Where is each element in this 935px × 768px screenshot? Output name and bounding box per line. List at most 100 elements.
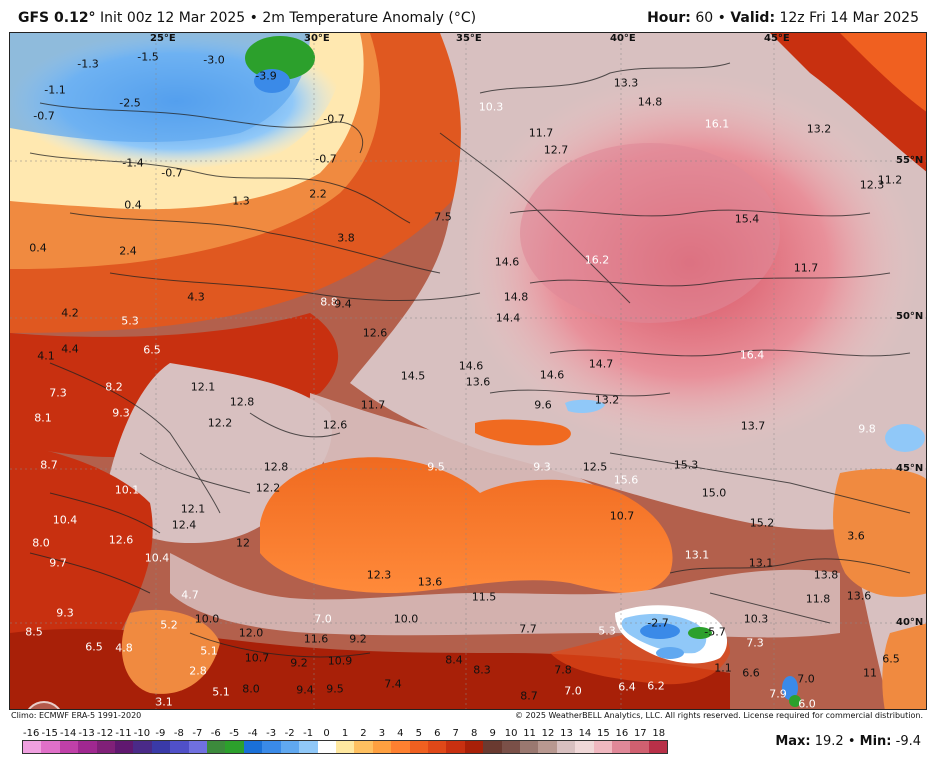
anomaly-value-label: 12.4 [171, 518, 197, 532]
anomaly-value-label: 8.8 [320, 295, 338, 309]
anomaly-value-label: 7.3 [746, 636, 764, 650]
anomaly-value-label: 4.7 [181, 588, 199, 602]
anomaly-value-label: 10.4 [144, 551, 170, 565]
lat-label-40n: 40°N [896, 617, 924, 628]
anomaly-value-label: 8.2 [105, 380, 123, 394]
colorbar-tick-label: 17 [633, 728, 647, 739]
anomaly-value-label: 3.1 [155, 695, 173, 709]
colorbar-swatch [501, 741, 520, 753]
colorbar-tick-label: 1 [341, 728, 349, 739]
colorbar-swatch [243, 741, 263, 753]
colorbar-tick-label: -8 [173, 728, 184, 739]
model-name: GFS 0.12° [18, 10, 96, 26]
anomaly-value-label: -5.7 [704, 625, 726, 639]
anomaly-value-label: 10.7 [244, 651, 270, 665]
anomaly-value-label: 0.4 [29, 241, 47, 255]
colorbar-swatch [391, 741, 410, 753]
colorbar-swatch [630, 741, 649, 753]
anomaly-value-label: 13.8 [813, 568, 839, 582]
anomaly-value-label: 9.5 [427, 460, 445, 474]
colorbar-swatch [372, 741, 392, 753]
anomaly-value-label: 10.3 [478, 100, 504, 114]
anomaly-value-label: 8.5 [25, 625, 43, 639]
colorbar-swatch [483, 741, 502, 753]
anomaly-value-label: 9.3 [112, 406, 130, 420]
lat-label-50n: 50°N [896, 311, 924, 322]
anomaly-value-label: 12.6 [362, 326, 388, 340]
anomaly-value-label: -1.5 [137, 50, 159, 64]
colorbar-tick-label: -7 [192, 728, 203, 739]
anomaly-value-label: -1.3 [77, 57, 99, 71]
anomaly-value-label: 0.4 [124, 198, 142, 212]
anomaly-value-label: 11.2 [877, 173, 903, 187]
colorbar-ticks: -16 -15 -14 -13 -12 -11 -10 -9 -8 -7 -6 -5 -4 -3 -2 -1 0… [22, 728, 668, 740]
anomaly-value-label: 13.3 [613, 76, 639, 90]
anomaly-value-label: 12.6 [322, 418, 348, 432]
colorbar-tick-label: 3 [378, 728, 386, 739]
lon-label-40e: 40°E [610, 33, 636, 44]
anomaly-value-label: 16.1 [704, 117, 730, 131]
anomaly-value-label: 13.2 [594, 393, 620, 407]
anomaly-value-label: 6.2 [647, 679, 665, 693]
anomaly-value-label: 6.5 [85, 640, 103, 654]
valid-time: Hour: 60 • Valid: 12z Fri 14 Mar 2025 [647, 10, 919, 26]
colorbar-swatch [280, 741, 300, 753]
colorbar-swatch [519, 741, 539, 753]
anomaly-value-label: -1.4 [122, 156, 144, 170]
anomaly-value-label: -0.7 [161, 166, 183, 180]
colorbar-tick-label: -1 [303, 728, 314, 739]
max-min-readout: Max: 19.2 • Min: -9.4 [775, 734, 921, 749]
anomaly-value-label: 14.8 [503, 290, 529, 304]
anomaly-value-label: 11.7 [793, 261, 819, 275]
anomaly-value-label: 16.4 [739, 348, 765, 362]
anomaly-value-label: 4.1 [37, 349, 55, 363]
colorbar-tick-label: -2 [284, 728, 295, 739]
anomaly-value-label: 6.4 [618, 680, 636, 694]
anomaly-value-label: -2.5 [119, 96, 141, 110]
anomaly-value-label: 8.4 [445, 653, 463, 667]
anomaly-value-label: 8.7 [40, 458, 58, 472]
anomaly-value-label: 13.7 [740, 419, 766, 433]
colorbar-tick-label: -11 [115, 728, 132, 739]
colorbar-tick-label: -6 [210, 728, 221, 739]
colorbar-tick-label: 18 [652, 728, 666, 739]
max-value: 19.2 [810, 734, 844, 749]
anomaly-value-label: 11.5 [471, 590, 497, 604]
anomaly-value-label: 13.6 [417, 575, 443, 589]
anomaly-value-label: 14.6 [494, 255, 520, 269]
anomaly-value-label: 7.0 [797, 672, 815, 686]
anomaly-value-label: 9.3 [56, 606, 74, 620]
colorbar-tick-label: 16 [615, 728, 629, 739]
colorbar-tick-label: 0 [323, 728, 330, 739]
colorbar-tick-label: 6 [434, 728, 441, 739]
anomaly-value-label: 13.6 [465, 375, 491, 389]
anomaly-value-label: 12.3 [366, 568, 392, 582]
anomaly-value-label: 12.8 [229, 395, 255, 409]
anomaly-value-label: 9.7 [49, 556, 67, 570]
anomaly-value-label: 4.2 [61, 306, 79, 320]
copyright-note: © 2025 WeatherBELL Analytics, LLC. All r… [513, 710, 925, 721]
anomaly-value-label: 4.8 [115, 641, 133, 655]
anomaly-value-label: 14.4 [495, 311, 521, 325]
anomaly-value-label: 7.0 [564, 684, 582, 698]
lon-label-45e: 45°E [764, 33, 790, 44]
map-background [10, 33, 926, 709]
colorbar-swatch [409, 741, 428, 753]
colorbar-tick-label: -5 [229, 728, 240, 739]
anomaly-value-label: 11.7 [528, 126, 554, 140]
anomaly-value-label: 15.4 [734, 212, 760, 226]
hour-label: Hour: [647, 10, 691, 26]
anomaly-value-label: 13.1 [684, 548, 710, 562]
anomaly-value-label: 12.3 [859, 178, 885, 192]
anomaly-value-label: 5.3 [121, 314, 139, 328]
anomaly-map: -1.3 -1.5 -3.0 -3.9 -1.1 -2.5 -0.7 -0.7 -1.4 -0.7… [9, 32, 927, 710]
anomaly-value-label: 2.4 [119, 244, 137, 258]
anomaly-value-label: 8.0 [32, 536, 50, 550]
colorbar-tick-label: 15 [597, 728, 610, 739]
colorbar-tick-label: -16 [23, 728, 40, 739]
anomaly-value-label: 10.0 [194, 612, 220, 626]
colorbar-swatch [262, 741, 281, 753]
anomaly-value-label: -3.9 [255, 69, 277, 83]
anomaly-value-label: 14.8 [637, 95, 663, 109]
colorbar-swatch [427, 741, 447, 753]
